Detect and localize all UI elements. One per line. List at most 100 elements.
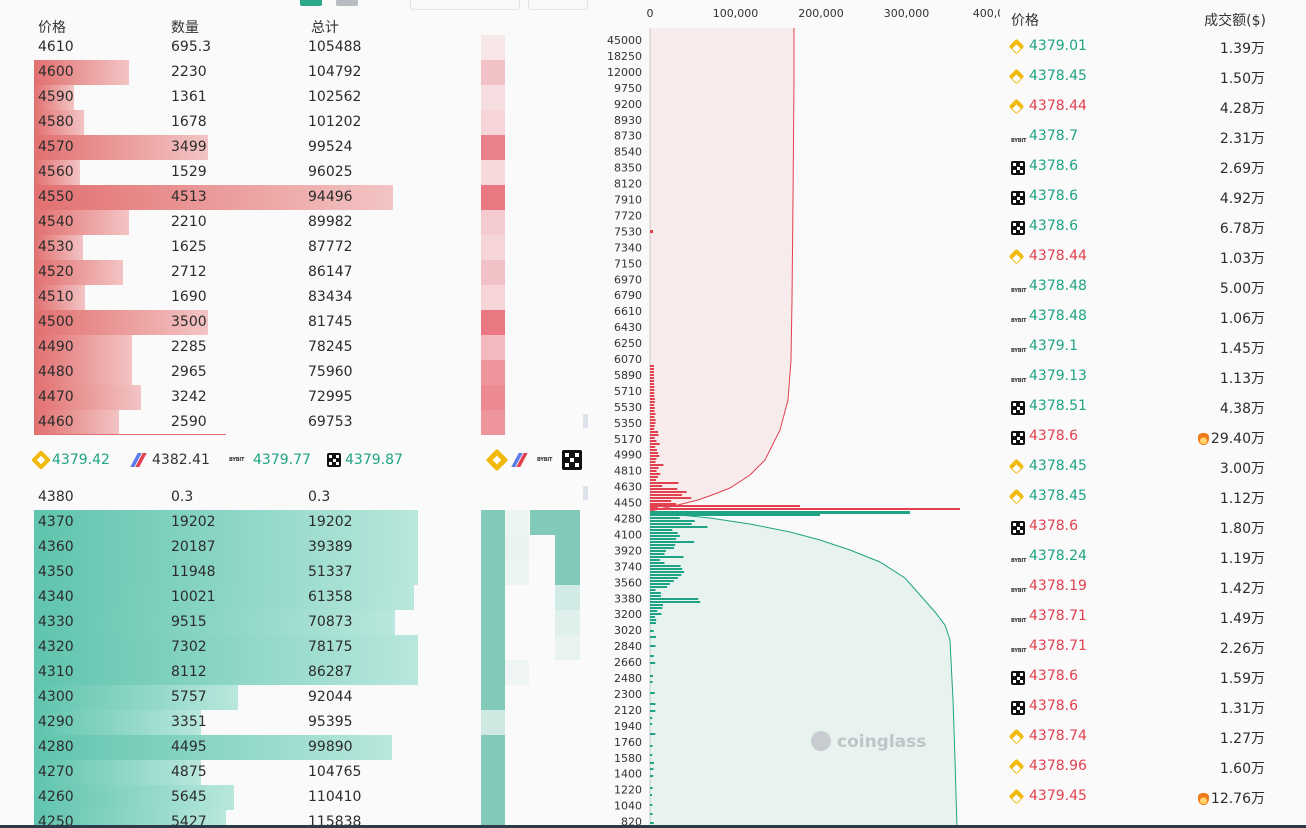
bid-row[interactable]: 4380 0.3 0.3 xyxy=(0,485,600,510)
bid-row[interactable]: 4350 11948 51337 xyxy=(0,560,600,585)
trades-header-price: 价格 xyxy=(1011,13,1039,29)
ask-volume-bar xyxy=(34,235,83,260)
okx-icon xyxy=(1011,221,1025,235)
ask-row[interactable]: 4540 2210 89982 xyxy=(0,210,600,235)
ask-row[interactable]: 4580 1678 101202 xyxy=(0,110,600,135)
bid-histogram-bar xyxy=(650,577,678,579)
ask-row[interactable]: 4510 1690 83434 xyxy=(0,285,600,310)
bid-row[interactable]: 4290 3351 95395 xyxy=(0,710,600,735)
bid-row[interactable]: 4320 7302 78175 xyxy=(0,635,600,660)
bid-row[interactable]: 4260 5645 110410 xyxy=(0,785,600,810)
bids-scrollbar[interactable] xyxy=(583,486,588,500)
trade-row[interactable]: BYBIT 4378.24 1.19万 xyxy=(1004,542,1304,572)
trade-amount: 1.12万 xyxy=(1220,488,1265,508)
ask-depth-cell xyxy=(481,360,505,385)
ask-row[interactable]: 4610 695.3 105488 xyxy=(0,35,600,60)
ask-volume-bar xyxy=(34,360,132,385)
trade-row[interactable]: BYBIT 4378.48 1.06万 xyxy=(1004,302,1304,332)
trade-row[interactable]: BYBIT 4379.13 1.13万 xyxy=(1004,362,1304,392)
trade-row[interactable]: 4378.45 1.50万 xyxy=(1004,62,1304,92)
trade-row[interactable]: 4378.45 1.12万 xyxy=(1004,482,1304,512)
binance-icon[interactable] xyxy=(485,448,509,472)
trade-row[interactable]: BYBIT 4378.7 2.31万 xyxy=(1004,122,1304,152)
trade-row[interactable]: 4378.6 1.59万 xyxy=(1004,662,1304,692)
ask-row[interactable]: 4600 2230 104792 xyxy=(0,60,600,85)
bid-row[interactable]: 4330 9515 70873 xyxy=(0,610,600,635)
binance-icon xyxy=(1008,458,1025,475)
ask-depth-cell xyxy=(481,135,505,160)
bid-row[interactable]: 4300 5757 92044 xyxy=(0,685,600,710)
binance-icon xyxy=(31,450,51,470)
bid-histogram-bar xyxy=(650,775,654,777)
trade-exchange: BYBIT xyxy=(1011,581,1027,596)
bid-histogram-bar xyxy=(650,535,680,537)
trade-row[interactable]: 4378.6 6.78万 xyxy=(1004,212,1304,242)
bid-histogram-bar xyxy=(650,541,695,543)
ask-price: 4530 xyxy=(38,239,74,255)
trade-row[interactable]: BYBIT 4378.48 5.00万 xyxy=(1004,272,1304,302)
x-tick-label: 300,000 xyxy=(884,7,930,20)
bybit-icon[interactable]: BYBIT xyxy=(537,457,553,463)
exchange-dropdown[interactable] xyxy=(528,0,588,10)
kraken-icon[interactable] xyxy=(511,453,529,467)
trade-row[interactable]: 4378.6 4.92万 xyxy=(1004,182,1304,212)
asks-scrollbar[interactable] xyxy=(583,414,588,428)
bybit-icon: BYBIT xyxy=(229,457,245,463)
trade-amount: 1.80万 xyxy=(1220,518,1265,538)
trade-row[interactable]: BYBIT 4378.71 2.26万 xyxy=(1004,632,1304,662)
ask-row[interactable]: 4520 2712 86147 xyxy=(0,260,600,285)
ask-row[interactable]: 4490 2285 78245 xyxy=(0,335,600,360)
okx-icon[interactable] xyxy=(562,450,582,470)
trade-row[interactable]: BYBIT 4378.19 1.42万 xyxy=(1004,572,1304,602)
trade-row[interactable]: 4378.96 1.60万 xyxy=(1004,752,1304,782)
ask-row[interactable]: 4500 3500 81745 xyxy=(0,310,600,335)
bid-row[interactable]: 4340 10021 61358 xyxy=(0,585,600,610)
trade-amount: 2.26万 xyxy=(1220,638,1265,658)
bid-row[interactable]: 4270 4875 104765 xyxy=(0,760,600,785)
ask-row[interactable]: 4590 1361 102562 xyxy=(0,85,600,110)
bid-volume-bar xyxy=(34,610,395,635)
bid-histogram-bar xyxy=(650,723,653,725)
ask-histogram-bar xyxy=(650,476,658,478)
bid-row[interactable]: 4250 5427 115838 xyxy=(0,810,600,828)
layout-button-grey[interactable] xyxy=(336,0,358,6)
trade-row[interactable]: 4378.74 1.27万 xyxy=(1004,722,1304,752)
ask-row[interactable]: 4530 1625 87772 xyxy=(0,235,600,260)
trade-row[interactable]: 4379.01 1.39万 xyxy=(1004,32,1304,62)
precision-dropdown[interactable] xyxy=(410,0,520,10)
trade-row[interactable]: 4378.51 4.38万 xyxy=(1004,392,1304,422)
bid-row[interactable]: 4360 20187 39389 xyxy=(0,535,600,560)
trade-row[interactable]: 4378.6 29.40万 xyxy=(1004,422,1304,452)
ask-row[interactable]: 4560 1529 96025 xyxy=(0,160,600,185)
ask-row[interactable]: 4460 2590 69753 xyxy=(0,410,600,435)
trade-row[interactable]: 4378.45 3.00万 xyxy=(1004,452,1304,482)
bid-heat-cell xyxy=(505,535,529,560)
ask-row[interactable]: 4570 3499 99524 xyxy=(0,135,600,160)
bid-depth-line xyxy=(669,513,958,828)
bid-row[interactable]: 4280 4495 99890 xyxy=(0,735,600,760)
ask-histogram-bar xyxy=(650,497,692,499)
ask-histogram-bar xyxy=(650,464,664,466)
watermark-text: coinglass xyxy=(837,732,926,752)
trade-row[interactable]: 4378.6 2.69万 xyxy=(1004,152,1304,182)
bid-row[interactable]: 4310 8112 86287 xyxy=(0,660,600,685)
trade-row[interactable]: BYBIT 4379.1 1.45万 xyxy=(1004,332,1304,362)
ask-volume-bar xyxy=(34,110,84,135)
layout-button-green[interactable] xyxy=(300,0,322,6)
trade-exchange xyxy=(1008,728,1025,746)
bid-row[interactable]: 4370 19202 19202 xyxy=(0,510,600,535)
trade-row[interactable]: 4379.45 12.76万 xyxy=(1004,782,1304,812)
ask-row[interactable]: 4480 2965 75960 xyxy=(0,360,600,385)
bid-histogram-bar xyxy=(650,745,653,747)
bid-depth-cell xyxy=(481,785,505,810)
mid-price-bybit-value: 4379.77 xyxy=(253,452,311,468)
trade-row[interactable]: 4378.6 1.31万 xyxy=(1004,692,1304,722)
ask-row[interactable]: 4470 3242 72995 xyxy=(0,385,600,410)
trade-row[interactable]: 4378.44 4.28万 xyxy=(1004,92,1304,122)
trade-row[interactable]: BYBIT 4378.71 1.49万 xyxy=(1004,602,1304,632)
trade-row[interactable]: 4378.6 1.80万 xyxy=(1004,512,1304,542)
ask-row[interactable]: 4550 4513 94496 xyxy=(0,185,600,210)
trade-exchange: BYBIT xyxy=(1011,371,1027,386)
trade-row[interactable]: 4378.44 1.03万 xyxy=(1004,242,1304,272)
ask-qty: 695.3 xyxy=(171,39,212,55)
